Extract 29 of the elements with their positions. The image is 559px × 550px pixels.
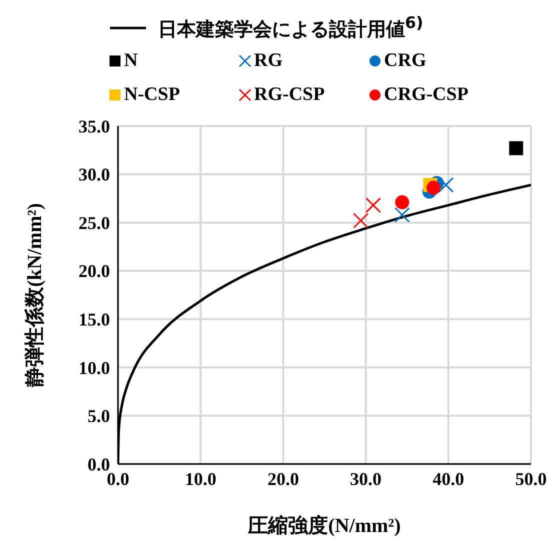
y-tick-label: 15.0 bbox=[78, 310, 110, 330]
legend-label: CRG-CSP bbox=[384, 84, 468, 106]
y-tick-label: 0.0 bbox=[88, 454, 110, 474]
y-tick-label: 20.0 bbox=[78, 261, 110, 282]
x-tick-label: 40.0 bbox=[432, 468, 464, 489]
point bbox=[438, 177, 454, 193]
x-tick-label: 10.0 bbox=[184, 468, 216, 489]
legend-label: RG-CSP bbox=[254, 84, 325, 106]
legend-label: 日本建築学会による設計用値$^{6)}$ bbox=[158, 13, 424, 43]
legend-label: RG bbox=[254, 50, 282, 72]
y-tick-label: 25.0 bbox=[78, 212, 110, 233]
point bbox=[353, 212, 369, 228]
y-tick-label: 5.0 bbox=[88, 406, 110, 426]
point bbox=[395, 195, 410, 210]
point bbox=[426, 180, 441, 195]
point bbox=[365, 197, 381, 213]
x-axis-title: 圧縮強度(N/mm²) bbox=[247, 514, 401, 537]
x-tick-label: 30.0 bbox=[350, 468, 382, 489]
y-tick-label: 30.0 bbox=[78, 164, 110, 185]
point bbox=[509, 141, 524, 156]
x-tick-label: 20.0 bbox=[267, 468, 299, 489]
y-tick-label: 35.0 bbox=[78, 116, 110, 136]
y-tick-label: 10.0 bbox=[78, 358, 110, 378]
y-axis-title: 静弾性係数(kN/mm²) bbox=[24, 203, 46, 388]
legend-label: CRG bbox=[384, 50, 426, 72]
point bbox=[394, 207, 410, 223]
x-tick-label: 50.0 bbox=[515, 468, 547, 489]
legend-label: N-CSP bbox=[124, 84, 180, 106]
legend-label: N bbox=[124, 50, 138, 72]
